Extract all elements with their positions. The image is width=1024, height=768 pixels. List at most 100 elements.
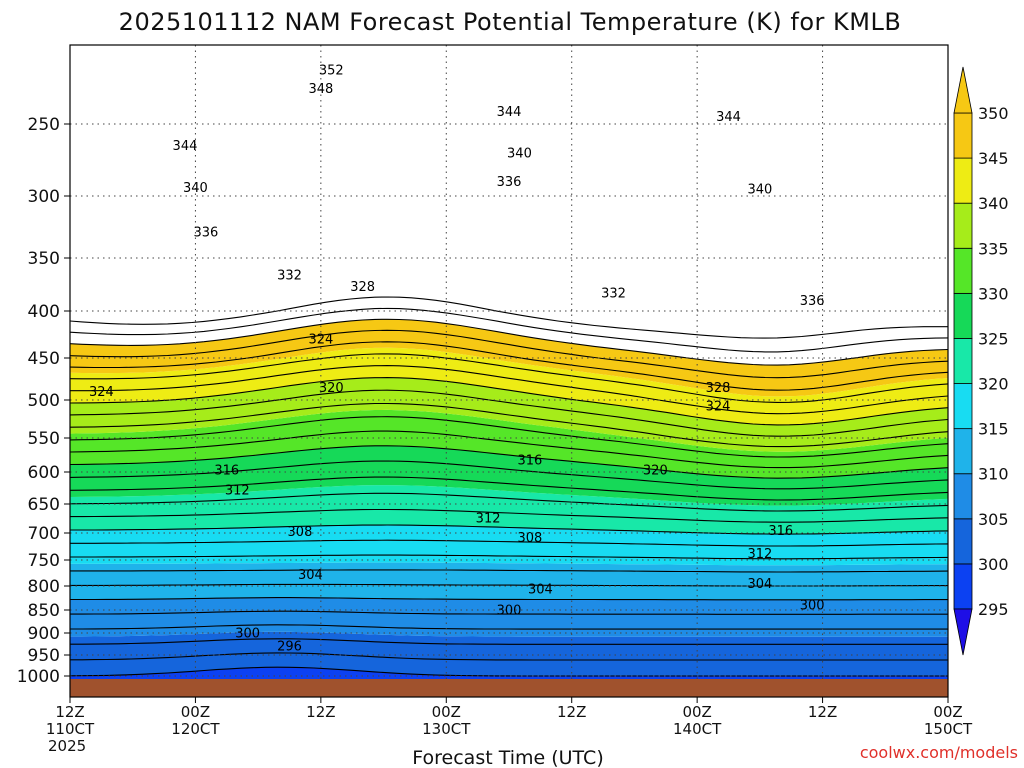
y-tick-label: 600	[28, 463, 60, 483]
contour-label-text: 316	[214, 463, 239, 478]
contour-label: 332	[277, 268, 302, 283]
y-tick-label: 950	[28, 646, 60, 666]
contour-line	[70, 492, 948, 512]
contour-label-text: 296	[277, 640, 302, 655]
contour-label-text: 344	[716, 110, 741, 125]
temperature-band	[70, 319, 948, 397]
contour-label-text: 344	[497, 105, 522, 120]
contour-label-text: 324	[308, 333, 333, 348]
colorbar-swatch	[953, 428, 973, 475]
contour-line	[70, 652, 948, 661]
colorbar-tick-label: 320	[978, 375, 1009, 394]
temperature-band	[70, 347, 948, 425]
contour-label-text: 312	[747, 547, 772, 562]
colorbar-swatch	[953, 338, 973, 384]
contour-label: 316	[517, 453, 542, 468]
contour-label: 312	[225, 483, 250, 498]
x-tick-label: 130CT	[422, 720, 471, 738]
temperature-band	[70, 445, 948, 506]
x-tick-label: 12Z	[55, 703, 84, 721]
x-axis-title: Forecast Time (UTC)	[412, 747, 603, 768]
colorbar-tick-label: 340	[978, 194, 1009, 213]
colorbar-swatch	[953, 247, 973, 294]
y-tick-label: 650	[28, 495, 60, 515]
contour-label: 340	[507, 146, 532, 161]
contour-label: 300	[800, 599, 825, 614]
credit-text: coolwx.com/models	[860, 743, 1018, 762]
contour-line	[70, 341, 948, 391]
contour-line	[70, 377, 948, 426]
x-tick-label: 00Z	[181, 703, 210, 721]
colorbar-tick-label: 295	[978, 600, 1009, 619]
colorbar-tick-label: 300	[978, 555, 1009, 574]
colorbar-tick-label: 345	[978, 149, 1009, 168]
contour-label-text: 336	[800, 294, 825, 309]
contour-label-text: 336	[497, 175, 522, 190]
contour-label-text: 348	[308, 82, 333, 97]
contour-label: 336	[800, 294, 825, 309]
contour-line	[70, 416, 948, 458]
contour-line	[70, 460, 948, 490]
x-tick-label: 12Z	[557, 703, 586, 721]
colorbar-tick-label: 350	[978, 104, 1009, 123]
contour-label-text: 308	[517, 531, 542, 546]
y-tick-label: 800	[28, 577, 60, 597]
colorbar-swatch	[953, 383, 973, 430]
x-tick-label: 2025	[48, 737, 86, 755]
contour-label: 300	[235, 627, 260, 642]
temperature-band	[70, 631, 948, 676]
contour-label: 304	[747, 577, 772, 592]
contour-label-text: 312	[476, 511, 501, 526]
colorbar-tick-label: 315	[978, 420, 1009, 439]
contour-label-text: 304	[528, 582, 553, 597]
x-tick-label: 00Z	[432, 703, 461, 721]
contour-label-text: 332	[277, 268, 302, 283]
contour-label-text: 332	[601, 286, 626, 301]
x-tick-label: 00Z	[682, 703, 711, 721]
contour-line	[70, 569, 948, 573]
contour-line	[70, 353, 948, 403]
y-tick-label: 400	[28, 302, 60, 322]
contour-label: 336	[193, 225, 218, 240]
y-tick-label: 700	[28, 524, 60, 544]
contour-label-text: 328	[706, 381, 731, 396]
y-tick-label: 1000	[17, 667, 60, 687]
contour-label-text: 300	[800, 599, 825, 614]
contour-label: 308	[517, 531, 542, 546]
contour-line	[70, 318, 948, 366]
contour-label: 344	[716, 110, 741, 125]
colorbar-tick-label: 325	[978, 329, 1009, 348]
contour-line	[70, 365, 948, 415]
y-tick-label: 250	[28, 115, 60, 135]
contour-line	[70, 402, 948, 448]
x-tick-label: 110CT	[46, 720, 95, 738]
colorbar-tick-label: 330	[978, 284, 1009, 303]
x-tick-label: 12Z	[306, 703, 335, 721]
contour-label: 344	[497, 105, 522, 120]
y-tick-label: 450	[28, 349, 60, 369]
contour-label: 300	[497, 604, 522, 619]
contour-line	[70, 610, 948, 615]
x-tick-label: 150CT	[924, 720, 973, 738]
colorbar: 295 300 305 310 315 320 325 330 335 340 345 350	[953, 66, 1009, 656]
contour-label: 304	[298, 568, 323, 583]
temperature-band	[70, 409, 948, 479]
contour-label: 328	[706, 381, 731, 396]
contour-label-text: 308	[288, 525, 313, 540]
colorbar-tick-label: 310	[978, 465, 1009, 484]
y-axis: 250 300 350 400 450 500 550 600 650 700 750 800 850 9…	[17, 115, 70, 687]
contour-label: 328	[350, 280, 375, 295]
colorbar-swatch	[953, 292, 973, 339]
colorbar-swatch	[953, 473, 973, 520]
contour-line	[70, 624, 948, 630]
contour-line	[70, 307, 948, 353]
contour-line	[70, 554, 948, 560]
contour-line	[70, 476, 948, 501]
contour-label: 324	[308, 333, 333, 348]
contour-label: 336	[497, 175, 522, 190]
contour-label: 316	[214, 463, 239, 478]
contour-label: 344	[173, 139, 198, 154]
colorbar-swatch	[953, 202, 973, 249]
